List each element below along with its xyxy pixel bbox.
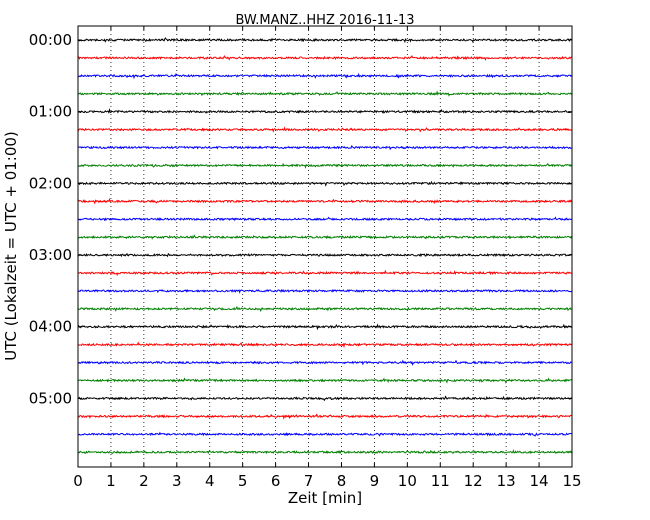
- x-tick-label: 12: [464, 472, 483, 490]
- y-tick-label: 02:00: [29, 174, 72, 192]
- trace-line-6: [77, 145, 572, 151]
- trace-line-17: [77, 341, 572, 349]
- plot-frame: [77, 25, 573, 468]
- grid-lines: [110, 26, 540, 467]
- x-tick-label: 14: [530, 472, 549, 490]
- y-tick-label: 01:00: [29, 103, 72, 121]
- y-axis-title: UTC (Lokalzeit = UTC + 01:00): [2, 131, 20, 361]
- trace-line-21: [77, 413, 572, 420]
- x-tick-label: 3: [172, 472, 182, 490]
- x-tick-label: 9: [370, 472, 380, 490]
- x-tick-label: 7: [304, 472, 314, 490]
- trace-line-2: [77, 72, 572, 80]
- x-tick-label: 10: [398, 472, 417, 490]
- trace-line-11: [77, 234, 572, 240]
- y-tick-label: 05:00: [29, 389, 72, 407]
- trace-line-22: [77, 431, 572, 437]
- trace-line-0: [77, 37, 572, 44]
- x-tick-label: 4: [205, 472, 215, 490]
- y-axis-ticks: 00:00 01:00 02:00 03:00 04:00 05:00: [29, 31, 572, 407]
- trace-line-23: [77, 449, 572, 455]
- chart-title: BW.MANZ..HHZ 2016-11-13: [235, 13, 414, 28]
- trace-line-18: [77, 359, 572, 366]
- x-tick-label: 11: [431, 472, 450, 490]
- trace-line-9: [77, 197, 572, 205]
- trace-line-1: [77, 54, 572, 61]
- x-tick-label: 1: [106, 472, 116, 490]
- trace-line-15: [77, 305, 572, 312]
- trace-line-10: [77, 216, 572, 222]
- trace-line-7: [77, 162, 572, 169]
- x-tick-label: 6: [271, 472, 281, 490]
- trace-line-12: [77, 252, 572, 258]
- y-tick-label: 03:00: [29, 246, 72, 264]
- x-tick-label: 15: [562, 472, 581, 490]
- x-tick-label: 8: [337, 472, 347, 490]
- trace-line-3: [77, 90, 572, 97]
- x-tick-label: 5: [238, 472, 248, 490]
- x-tick-label: 2: [139, 472, 149, 490]
- trace-line-16: [77, 323, 572, 331]
- trace-line-14: [77, 288, 572, 294]
- trace-line-19: [77, 377, 572, 384]
- y-tick-label: 04:00: [29, 318, 72, 336]
- seismic-traces: [77, 37, 572, 455]
- x-tick-label: 13: [497, 472, 516, 490]
- x-axis-ticks: 0 1 2 3 4 5 6 7 8 9 10 11 12 13 14 15: [73, 26, 582, 490]
- trace-line-8: [77, 180, 572, 187]
- trace-line-5: [77, 126, 572, 133]
- trace-line-20: [77, 395, 572, 402]
- trace-line-13: [77, 269, 572, 277]
- x-tick-label: 0: [73, 472, 83, 490]
- trace-line-4: [77, 107, 572, 114]
- y-tick-label: 00:00: [29, 31, 72, 49]
- x-axis-title: Zeit [min]: [288, 489, 362, 507]
